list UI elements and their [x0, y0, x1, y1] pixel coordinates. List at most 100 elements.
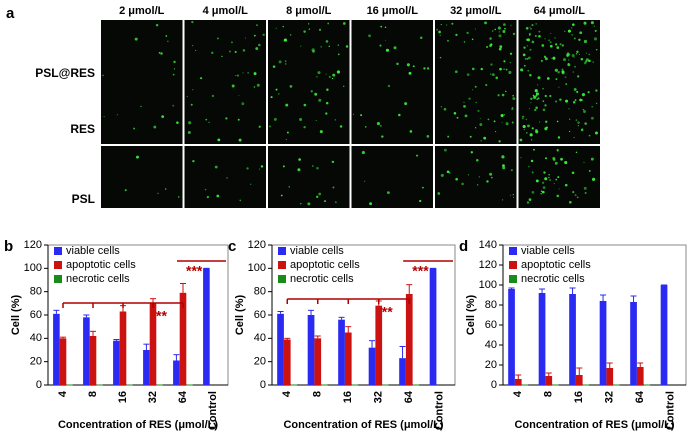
fluorescent-spot — [470, 151, 474, 154]
fluorescent-spot — [586, 52, 588, 54]
fluorescent-spot — [490, 43, 493, 46]
y-tick-label: 140 — [479, 239, 497, 251]
fluorescent-spot — [546, 77, 550, 80]
fluorescent-spot — [192, 159, 195, 163]
fluorescent-spot — [303, 103, 307, 107]
fluorescent-spot — [576, 50, 579, 54]
error-bar — [308, 309, 315, 315]
fluorescent-spot — [588, 53, 590, 56]
micrograph — [268, 146, 350, 208]
fluorescent-spot — [239, 199, 242, 202]
fluorescent-spot — [178, 196, 180, 198]
fluorescent-spot — [564, 30, 566, 33]
fluorescent-spot — [530, 97, 533, 101]
fluorescent-spot — [512, 94, 514, 97]
fluorescent-spot — [262, 33, 265, 36]
bar — [368, 347, 376, 385]
y-axis-label: Cell (%) — [10, 294, 22, 335]
fluorescent-spot — [314, 92, 318, 96]
bar — [113, 340, 120, 385]
fluorescent-spot — [242, 49, 246, 52]
fluorescent-spot — [574, 65, 576, 68]
fluorescent-spot — [231, 41, 233, 44]
fluorescent-spot — [278, 60, 282, 64]
fluorescent-spot — [497, 26, 501, 30]
fluorescent-spot — [535, 23, 537, 25]
significance-label: ** — [382, 304, 393, 320]
fluorescent-spot — [557, 136, 561, 139]
fluorescent-spot — [190, 103, 193, 106]
legend-label: viable cells — [521, 245, 575, 257]
fluorescent-spot — [364, 180, 366, 182]
x-tick-label: 4 — [281, 390, 293, 397]
fluorescent-spot — [543, 171, 546, 174]
fluorescent-spot — [477, 109, 480, 113]
fluorescent-spot — [318, 28, 322, 31]
column-header: 4 μmol/L — [203, 5, 249, 17]
fluorescent-spot — [564, 183, 568, 187]
bar — [173, 360, 180, 385]
fluorescent-spot — [269, 125, 271, 128]
fluorescent-spot — [173, 68, 176, 70]
fluorescent-spot — [188, 121, 192, 125]
fluorescent-spot — [564, 76, 567, 78]
fluorescent-spot — [419, 36, 423, 39]
column-header: 64 μmol/L — [534, 5, 586, 17]
fluorescent-spot — [334, 201, 337, 204]
fluorescent-spot — [323, 200, 327, 203]
fluorescent-spot — [489, 37, 492, 40]
fluorescent-spot — [469, 135, 472, 138]
x-tick-label: 4 — [57, 390, 69, 397]
fluorescent-spot — [316, 167, 319, 170]
panel-label: d — [459, 238, 468, 255]
fluorescent-spot — [446, 39, 450, 42]
fluorescent-spot — [466, 73, 470, 77]
fluorescent-spot — [531, 190, 535, 194]
fluorescent-spot — [440, 173, 444, 177]
fluorescent-spot — [499, 67, 502, 71]
fluorescent-spot — [270, 96, 273, 99]
column-header: 2 μmol/L — [119, 5, 165, 17]
fluorescent-spot — [583, 61, 587, 65]
fluorescent-spot — [167, 40, 169, 42]
fluorescent-spot — [573, 137, 575, 139]
fluorescent-spot — [409, 130, 413, 133]
y-tick-label: 60 — [254, 309, 266, 321]
fluorescent-spot — [504, 90, 507, 93]
fluorescent-spot — [573, 37, 576, 40]
fluorescent-spot — [534, 35, 537, 38]
fluorescent-spot — [568, 130, 571, 133]
legend-swatch — [54, 275, 62, 283]
fluorescent-spot — [116, 114, 118, 116]
x-tick-label: Control — [434, 391, 446, 430]
x-tick-label: 8 — [543, 391, 555, 397]
fluorescent-spot — [483, 136, 487, 140]
x-tick-label: 8 — [312, 391, 324, 397]
fluorescent-spot — [422, 186, 424, 189]
fluorescent-spot — [502, 30, 506, 33]
fluorescent-spot — [537, 97, 540, 100]
fluorescent-spot — [478, 176, 480, 178]
legend-label: viable cells — [290, 245, 344, 257]
fluorescent-spot — [318, 98, 322, 102]
fluorescent-spot — [575, 119, 578, 121]
fluorescent-spot — [368, 34, 371, 38]
legend-label: apoptotic cells — [290, 259, 360, 271]
fluorescent-spot — [581, 93, 585, 97]
fluorescent-spot — [584, 192, 587, 194]
y-tick-label: 40 — [30, 332, 42, 344]
fluorescent-spot — [480, 67, 483, 71]
fluorescent-spot — [446, 24, 448, 26]
fluorescent-spot — [578, 38, 581, 41]
fluorescent-spot — [498, 34, 502, 38]
fluorescent-spot — [195, 49, 197, 51]
fluorescent-spot — [523, 64, 526, 67]
fluorescent-spot — [519, 138, 523, 142]
fluorescent-spot — [454, 70, 458, 74]
row-label: PSL@RES — [35, 66, 95, 80]
fluorescent-spot — [529, 133, 533, 137]
bar — [636, 367, 644, 385]
error-bar — [406, 284, 413, 294]
fluorescent-spot — [568, 108, 570, 110]
